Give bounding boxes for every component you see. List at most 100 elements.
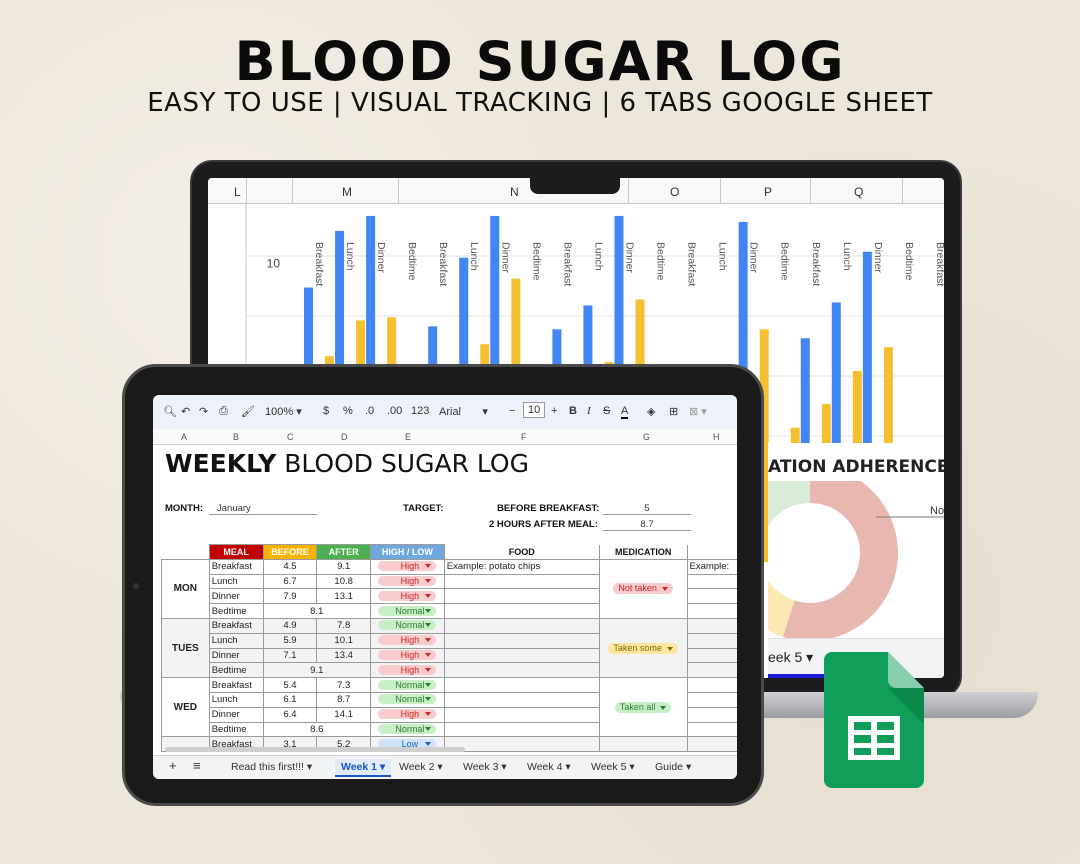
high-low-cell[interactable]: Normal (370, 691, 445, 708)
merge-cells-icon[interactable]: ⊠ ▾ (689, 406, 707, 418)
font-size-increase[interactable]: + (551, 405, 558, 417)
header-after[interactable]: AFTER (316, 544, 371, 560)
status-chip[interactable]: High (378, 635, 437, 646)
before-value-cell[interactable]: 7.9 (262, 588, 318, 605)
col-header[interactable]: L (234, 185, 241, 199)
after-value-cell[interactable]: 7.3 (316, 677, 371, 693)
medication-cell[interactable]: Taken all (598, 677, 688, 738)
after-value-cell[interactable]: 10.8 (316, 573, 371, 590)
extra-cell[interactable] (686, 662, 737, 679)
sheet-tab[interactable]: Week 4 ▾ (527, 761, 571, 773)
meal-cell[interactable]: Breakfast (208, 677, 264, 693)
after-value-cell[interactable]: 14.1 (316, 706, 371, 723)
header-before[interactable]: BEFORE (262, 544, 318, 560)
increase-decimal-button[interactable]: .00 (387, 405, 403, 417)
strikethrough-button[interactable]: S (603, 405, 611, 417)
col-header[interactable]: E (405, 432, 412, 442)
medication-chip[interactable]: Taken some (608, 642, 678, 654)
extra-cell[interactable] (686, 588, 737, 605)
before-value-cell[interactable]: 6.4 (262, 706, 318, 723)
status-chip[interactable]: Normal (378, 679, 437, 690)
header-medication[interactable]: MEDICATION (598, 544, 688, 560)
status-chip[interactable]: High (378, 590, 437, 601)
status-chip[interactable]: High (378, 575, 437, 586)
status-chip[interactable]: High (378, 649, 437, 660)
high-low-cell[interactable]: High (370, 647, 445, 664)
col-header[interactable]: F (521, 432, 527, 442)
meal-cell[interactable]: Bedtime (208, 721, 264, 738)
high-low-cell[interactable]: High (370, 706, 445, 723)
bedtime-value-cell[interactable]: 9.1 (262, 662, 372, 679)
col-header[interactable]: Q (854, 185, 864, 199)
sheet-tab[interactable]: Week 5 ▾ (591, 761, 635, 773)
high-low-cell[interactable]: Normal (370, 721, 445, 738)
meal-cell[interactable]: Breakfast (208, 617, 264, 634)
meal-cell[interactable]: Dinner (208, 706, 264, 723)
status-chip[interactable]: Normal (378, 694, 437, 705)
after-value-cell[interactable]: 13.1 (316, 588, 371, 605)
col-header[interactable]: D (341, 432, 348, 442)
month-value[interactable]: January (209, 503, 317, 515)
sheet-tab[interactable]: Week 3 ▾ (463, 761, 507, 773)
extra-cell[interactable] (686, 691, 737, 708)
meal-cell[interactable]: Breakfast (208, 558, 264, 575)
sheet-tab[interactable]: Week 1 ▾ (335, 759, 392, 777)
day-label[interactable]: WED (161, 677, 210, 738)
extra-cell[interactable] (686, 603, 737, 619)
status-chip[interactable]: Normal (378, 723, 437, 734)
after-value-cell[interactable]: 8.7 (316, 691, 371, 708)
meal-cell[interactable]: Dinner (208, 588, 264, 605)
food-cell[interactable] (443, 617, 600, 634)
currency-button[interactable]: $ (323, 405, 330, 417)
after-value-cell[interactable]: 10.1 (316, 632, 371, 649)
sheet-tab[interactable]: Read this first!!! ▾ (231, 761, 312, 773)
high-low-cell[interactable]: High (370, 573, 445, 590)
extra-cell[interactable] (686, 632, 737, 649)
before-value-cell[interactable]: 7.1 (262, 647, 318, 664)
col-header[interactable]: O (670, 185, 680, 199)
font-size-decrease[interactable]: − (509, 405, 516, 417)
high-low-cell[interactable]: Normal (370, 617, 445, 634)
bedtime-value-cell[interactable]: 8.6 (262, 721, 372, 738)
extra-cell[interactable] (686, 677, 737, 693)
redo-icon[interactable]: ↷ (199, 406, 209, 418)
medication-chip[interactable]: Not taken (613, 583, 673, 595)
number-format-button[interactable]: 123 (411, 405, 430, 417)
header-high-low[interactable]: HIGH / LOW (370, 544, 445, 560)
food-cell[interactable] (443, 691, 600, 708)
meal-cell[interactable]: Bedtime (208, 603, 264, 619)
meal-cell[interactable]: Bedtime (208, 662, 264, 679)
food-cell[interactable] (443, 632, 600, 649)
search-icon[interactable]: 🔍︎ (163, 406, 177, 418)
col-header[interactable]: C (287, 432, 294, 442)
meal-cell[interactable]: Lunch (208, 691, 264, 708)
after-value-cell[interactable]: 13.4 (316, 647, 371, 664)
before-value-cell[interactable]: 4.9 (262, 617, 318, 634)
meal-cell[interactable]: Dinner (208, 647, 264, 664)
col-header[interactable]: P (764, 185, 773, 199)
status-chip[interactable]: Normal (378, 605, 437, 616)
sheet-tab[interactable]: Week 2 ▾ (399, 761, 443, 773)
status-chip[interactable]: High (378, 561, 437, 572)
before-value-cell[interactable]: 6.1 (262, 691, 318, 708)
all-sheets-menu-icon[interactable]: ≡ (193, 758, 201, 773)
print-icon[interactable]: ⎙ (219, 405, 228, 417)
after-value-cell[interactable]: 7.8 (316, 617, 371, 634)
extra-cell[interactable]: Example: (686, 558, 737, 575)
food-cell[interactable] (443, 603, 600, 619)
extra-cell[interactable] (686, 617, 737, 634)
fill-color-icon[interactable]: ◈ (647, 406, 656, 418)
meal-cell[interactable]: Lunch (208, 632, 264, 649)
percent-button[interactable]: % (343, 405, 353, 417)
zoom-select[interactable]: 100% ▾ (265, 406, 302, 418)
extra-cell[interactable] (686, 721, 737, 738)
decrease-decimal-button[interactable]: .0 (365, 405, 375, 417)
text-color-button[interactable]: A (621, 405, 629, 419)
italic-button[interactable]: I (587, 405, 591, 417)
high-low-cell[interactable]: High (370, 558, 445, 575)
col-header[interactable]: M (342, 185, 352, 199)
sheet-tab[interactable]: Guide ▾ (655, 761, 691, 773)
medication-cell[interactable]: Not taken (598, 558, 688, 619)
high-low-cell[interactable]: High (370, 632, 445, 649)
food-cell[interactable] (443, 588, 600, 605)
